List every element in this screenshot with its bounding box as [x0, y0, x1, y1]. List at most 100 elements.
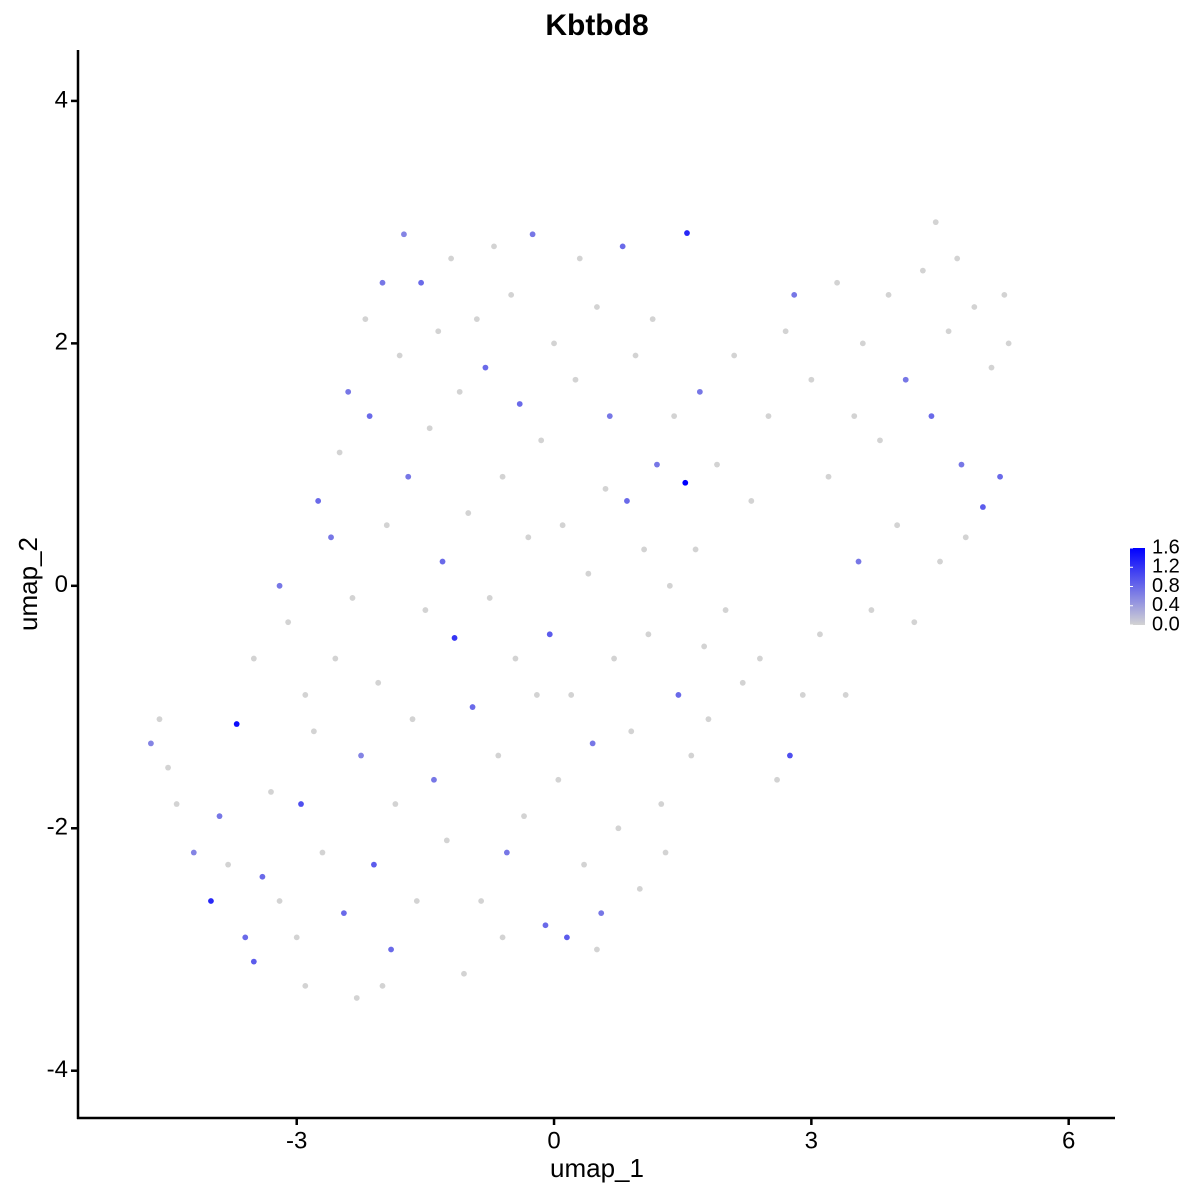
x-tick-label: 0: [547, 1127, 560, 1154]
cell-point: [315, 498, 322, 504]
cell-point: [383, 522, 390, 529]
cell-point: [431, 776, 437, 783]
cell-point: [855, 558, 862, 565]
cell-point: [731, 352, 738, 359]
cell-point: [375, 679, 382, 686]
cell-point: [546, 631, 553, 638]
chart-title: Kbtbd8: [545, 9, 648, 42]
cell-point: [473, 316, 480, 323]
cell-point: [443, 837, 450, 844]
cell-point: [542, 922, 549, 929]
cell-point: [632, 352, 639, 359]
cell-point: [208, 898, 214, 904]
cell-point: [971, 304, 978, 310]
cell-point: [538, 437, 545, 444]
cell-point: [525, 534, 532, 541]
colorbar-tick-label: 1.6: [1152, 536, 1180, 558]
cell-point: [486, 595, 493, 601]
cell-point: [606, 413, 613, 420]
cell-point: [654, 461, 660, 468]
cell-point: [619, 243, 626, 250]
cell-point: [636, 885, 643, 892]
cell-point: [302, 982, 309, 989]
cell-point: [358, 752, 364, 759]
cell-point: [919, 267, 926, 274]
cell-point: [310, 728, 317, 735]
cell-point: [499, 934, 506, 941]
cell-point: [435, 328, 442, 335]
cell-point: [401, 231, 407, 238]
cell-point: [658, 801, 665, 807]
cell-point: [739, 679, 746, 686]
cell-point: [624, 498, 630, 504]
cell-point: [594, 946, 600, 953]
cell-point: [808, 376, 815, 383]
cell-point: [478, 898, 485, 904]
cell-point: [388, 946, 394, 953]
cell-point: [451, 635, 458, 641]
cell-point: [396, 352, 403, 359]
cell-point: [319, 849, 326, 856]
cell-point: [533, 692, 540, 698]
cell-point: [551, 340, 557, 347]
x-tick-label: 3: [805, 1127, 818, 1154]
cell-point: [216, 813, 223, 820]
cell-point: [332, 655, 339, 662]
cell-point: [817, 631, 823, 638]
cell-point: [834, 279, 840, 286]
y-tick-label: 4: [55, 86, 68, 113]
cell-point: [756, 655, 763, 662]
cell-point: [611, 655, 617, 662]
cell-point: [602, 485, 609, 492]
colorbar-tick-label: 0.8: [1152, 575, 1180, 597]
cell-point: [666, 582, 673, 589]
cell-point: [190, 849, 197, 856]
cell-point: [392, 801, 399, 807]
cell-point: [503, 849, 510, 856]
cell-point: [165, 764, 171, 771]
cell-point: [379, 982, 386, 989]
cell-point: [954, 255, 961, 262]
cell-point: [937, 558, 943, 565]
cell-point: [276, 898, 283, 904]
cell-point: [465, 510, 472, 516]
cell-point: [418, 279, 424, 286]
cell-point: [701, 643, 708, 650]
cell-point: [336, 449, 343, 456]
cell-point: [529, 231, 536, 238]
cell-point: [499, 473, 506, 480]
cell-point: [521, 813, 527, 820]
cell-point: [615, 825, 622, 832]
cell-point: [456, 388, 463, 395]
cell-point: [469, 704, 476, 710]
cell-point: [173, 801, 180, 807]
cell-point: [628, 728, 635, 735]
cell-point: [645, 631, 652, 638]
cell-point: [564, 934, 570, 941]
cell-point: [684, 230, 690, 236]
cell-point: [259, 873, 266, 880]
cell-point: [962, 534, 969, 541]
cell-point: [349, 595, 356, 601]
cell-point: [932, 219, 939, 226]
cell-point: [353, 995, 360, 1001]
cell-point: [928, 413, 935, 420]
y-tick-label: 2: [55, 329, 68, 356]
cell-point: [868, 607, 875, 613]
cell-point: [688, 752, 695, 759]
cell-point: [692, 546, 699, 553]
cell-point: [242, 934, 249, 941]
y-tick-label: 0: [55, 571, 68, 598]
colorbar: [1130, 548, 1145, 625]
cell-point: [148, 740, 154, 747]
cell-point: [791, 291, 798, 298]
cell-point: [675, 692, 682, 698]
cell-point: [598, 910, 605, 917]
cell-point: [555, 776, 562, 783]
cell-point: [859, 340, 866, 347]
cell-point: [559, 522, 566, 529]
cell-point: [576, 255, 583, 262]
y-tick-label: -4: [47, 1056, 68, 1083]
cell-point: [302, 692, 309, 698]
cell-point: [225, 861, 232, 868]
